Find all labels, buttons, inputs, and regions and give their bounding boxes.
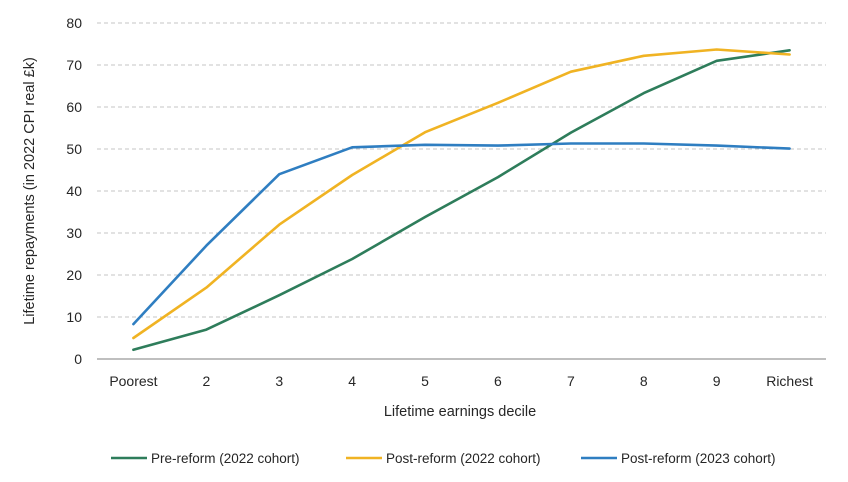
y-tick-label: 80 xyxy=(66,15,82,31)
x-tick-label: 6 xyxy=(494,373,502,389)
legend: Pre-reform (2022 cohort) Post-reform (202… xyxy=(111,451,776,466)
x-tick-label: 2 xyxy=(202,373,210,389)
legend-label-2: Post-reform (2022 cohort) xyxy=(386,451,541,466)
x-tick-labels: Poorest 2 3 4 5 6 7 8 9 Richest xyxy=(109,373,813,389)
y-tick-label: 0 xyxy=(74,351,82,367)
x-tick-label: 5 xyxy=(421,373,429,389)
x-tick-label: 4 xyxy=(348,373,356,389)
y-tick-label: 40 xyxy=(66,183,82,199)
x-tick-label: 9 xyxy=(713,373,721,389)
series-line-3 xyxy=(132,142,791,326)
y-axis-title: Lifetime repayments (in 2022 CPI real £k… xyxy=(22,57,38,325)
series-line-1 xyxy=(132,48,791,352)
y-tick-label: 30 xyxy=(66,225,82,241)
legend-label-3: Post-reform (2023 cohort) xyxy=(621,451,776,466)
series-line-2 xyxy=(132,48,791,340)
x-tick-label: 7 xyxy=(567,373,575,389)
x-axis-title: Lifetime earnings decile xyxy=(384,404,536,420)
y-tick-label: 50 xyxy=(66,141,82,157)
x-tick-label: Richest xyxy=(766,373,813,389)
y-tick-label: 70 xyxy=(66,57,82,73)
x-tick-label: Poorest xyxy=(109,373,157,389)
legend-label-1: Pre-reform (2022 cohort) xyxy=(151,451,300,466)
x-tick-label: 8 xyxy=(640,373,648,389)
y-tick-label: 60 xyxy=(66,99,82,115)
y-tick-label: 10 xyxy=(66,309,82,325)
y-tick-label: 20 xyxy=(66,267,82,283)
gridlines xyxy=(97,22,826,318)
y-tick-labels: 0 10 20 30 40 50 60 70 80 xyxy=(66,15,82,367)
series-lines xyxy=(132,48,791,352)
x-tick-label: 3 xyxy=(275,373,283,389)
